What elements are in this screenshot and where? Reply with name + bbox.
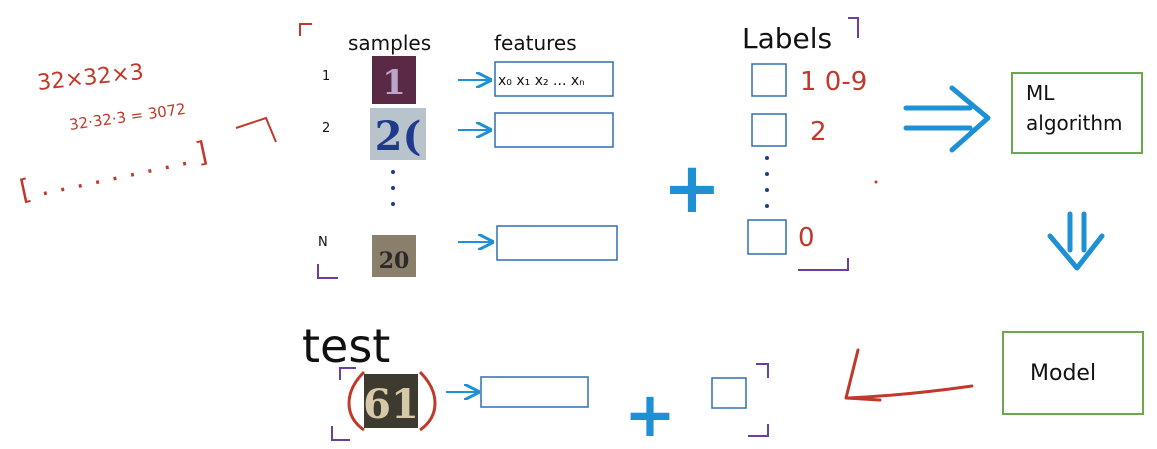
model-box bbox=[1002, 331, 1144, 415]
feature-vector-text: x₀ x₁ x₂ ... xₙ bbox=[498, 73, 585, 89]
model-to-test-arrow bbox=[844, 348, 974, 402]
test-feature-vector-box bbox=[480, 376, 589, 408]
test-label-corner-top bbox=[756, 363, 769, 378]
samples-corner-top bbox=[299, 23, 312, 36]
samples-header: samples bbox=[348, 31, 431, 55]
product-note: 32·32·3 = 3072 bbox=[68, 100, 187, 134]
model-label: Model bbox=[1030, 361, 1096, 386]
sample-image: 20 bbox=[372, 235, 416, 277]
samples-corner-bottom bbox=[317, 264, 338, 279]
labels-ellipsis bbox=[765, 156, 769, 208]
label-box bbox=[751, 63, 787, 97]
label-note: 2 bbox=[810, 117, 827, 147]
test-label-box bbox=[711, 377, 747, 409]
samples-ellipsis bbox=[391, 170, 395, 206]
ml-algorithm-line2: algorithm bbox=[1026, 111, 1123, 135]
sample-image: 2( bbox=[370, 108, 426, 160]
label-note: 1 0-9 bbox=[800, 67, 867, 97]
features-header: features bbox=[494, 31, 577, 55]
feature-vector-box bbox=[494, 112, 614, 148]
stray-dot bbox=[874, 180, 878, 184]
labels-header: Labels bbox=[742, 22, 832, 55]
sample-digit: 1 bbox=[382, 63, 406, 103]
plus-sign-test: + bbox=[624, 378, 676, 449]
row-index: 1 bbox=[322, 69, 330, 84]
row-index: N bbox=[318, 235, 328, 250]
label-box bbox=[747, 219, 787, 255]
test-digit: 61 bbox=[363, 381, 419, 428]
labels-corner-bottom bbox=[798, 258, 849, 271]
test-paren-right bbox=[418, 370, 437, 432]
test-sample-image: 61 bbox=[363, 374, 419, 428]
row-index: 2 bbox=[322, 121, 330, 136]
sample-digit: 20 bbox=[379, 248, 410, 274]
sample-image: 1 bbox=[372, 56, 416, 104]
plus-sign-train: + bbox=[663, 147, 722, 229]
feature-vector-box bbox=[496, 225, 618, 261]
sample-digit: 2( bbox=[375, 113, 422, 160]
ml-algorithm-box bbox=[1011, 72, 1143, 154]
vector-note: [ . . . . . . . . . ] bbox=[17, 135, 211, 207]
test-corner-bottom bbox=[331, 426, 350, 441]
feature-vector-box bbox=[494, 61, 614, 97]
test-label: test bbox=[302, 319, 390, 373]
label-note: 0 bbox=[798, 223, 815, 253]
double-arrow-icon bbox=[903, 85, 991, 153]
test-corner-top bbox=[339, 367, 356, 380]
down-double-arrow-icon bbox=[1047, 211, 1105, 271]
labels-corner-top bbox=[848, 17, 859, 38]
test-label-corner-bottom bbox=[748, 424, 769, 437]
ml-algorithm-line1: ML bbox=[1026, 81, 1055, 105]
vector-bracket bbox=[235, 116, 277, 143]
label-box bbox=[751, 113, 787, 147]
test-paren-left bbox=[347, 370, 366, 432]
dims-note: 32×32×3 bbox=[36, 60, 145, 96]
